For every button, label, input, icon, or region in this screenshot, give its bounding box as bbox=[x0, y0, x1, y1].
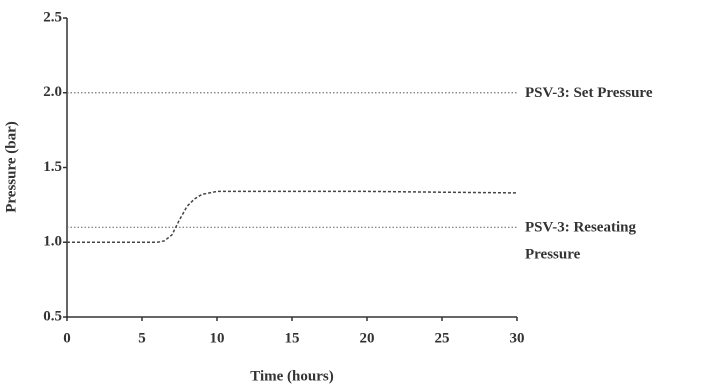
y-tick-label: 0.5 bbox=[43, 308, 62, 324]
reference-label: PSV-3: Reseating bbox=[525, 220, 636, 236]
x-tick-label: 10 bbox=[210, 330, 225, 346]
x-tick-label: 25 bbox=[435, 330, 450, 346]
x-tick-label: 5 bbox=[138, 330, 146, 346]
x-tick-label: 20 bbox=[360, 330, 375, 346]
reference-label: Pressure bbox=[525, 247, 581, 263]
y-tick-label: 2.0 bbox=[43, 84, 62, 100]
reference-label: PSV-3: Set Pressure bbox=[525, 85, 653, 101]
y-tick-label: 2.5 bbox=[43, 9, 62, 25]
y-tick-label: 1.0 bbox=[43, 234, 62, 250]
y-axis-title: Pressure (bar) bbox=[3, 121, 19, 213]
y-tick-label: 1.5 bbox=[43, 159, 62, 175]
x-tick-label: 15 bbox=[285, 330, 300, 346]
data-line bbox=[67, 190, 518, 244]
x-tick-label: 0 bbox=[63, 330, 71, 346]
x-axis-title: Time (hours) bbox=[250, 368, 333, 384]
x-tick-label: 30 bbox=[510, 330, 525, 346]
